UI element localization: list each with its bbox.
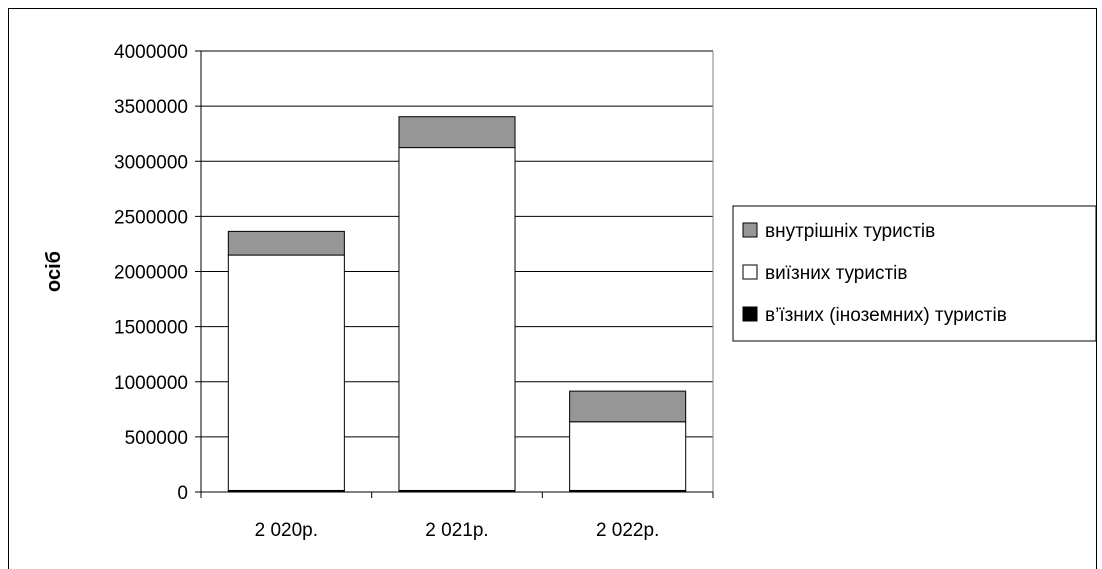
legend-box [732, 205, 1097, 342]
y-tick-label: 4000000 [114, 42, 188, 63]
legend-swatch [742, 222, 758, 238]
legend-swatch [742, 306, 758, 322]
y-axis-title: осіб [43, 251, 65, 292]
x-tick-label: 2 020р. [255, 520, 318, 541]
y-tick-label: 2000000 [114, 263, 188, 284]
bar-segment [398, 116, 516, 149]
legend-label: в’їзних (іноземних) туристів [765, 305, 1007, 326]
y-tick-label: 500000 [125, 428, 188, 449]
y-tick-label: 1000000 [114, 373, 188, 394]
y-tick-label: 3500000 [114, 97, 188, 118]
y-tick-label: 2500000 [114, 207, 188, 228]
plot-area: 0 500000 1000000 1500000 2000000 2500000 30000… [114, 42, 714, 541]
bar-segment [569, 421, 687, 491]
legend-label: внутрішніх туристів [765, 221, 935, 242]
legend-swatch [742, 264, 758, 280]
legend-label: виїзних туристів [765, 263, 907, 284]
y-tick-label: 0 [177, 483, 188, 504]
x-tick-label: 2 022р. [596, 520, 659, 541]
x-tick-label: 2 021р. [425, 520, 488, 541]
bar-segment [569, 390, 687, 423]
bar-segment [227, 254, 345, 491]
y-tick-label: 1500000 [114, 318, 188, 339]
y-tick-label: 3000000 [114, 152, 188, 173]
legend: внутрішніх туристів виїзних туристів в’їзн… [732, 205, 1097, 342]
bar-segment [227, 230, 345, 256]
bar-segment [398, 147, 516, 491]
